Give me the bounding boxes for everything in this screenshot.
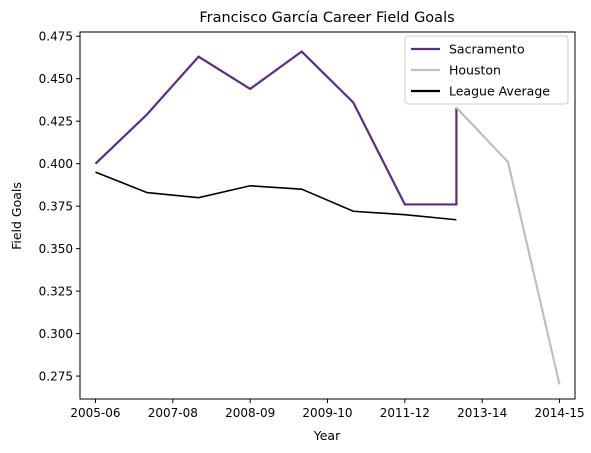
series-line-league-average <box>95 171 457 221</box>
y-tick-label: 0.375 <box>39 199 73 213</box>
x-tick-label: 2009-10 <box>302 406 352 420</box>
x-tick-label: 2008-09 <box>225 406 275 420</box>
series-layer <box>94 50 561 385</box>
chart-title: Francisco García Career Field Goals <box>199 10 454 26</box>
y-tick-label: 0.475 <box>39 30 73 44</box>
axes-layer: 2005-06 2007-08 2008-09 2009-10 2011-12 2013-… <box>39 30 585 420</box>
x-tick-label: 2007-08 <box>148 406 198 420</box>
y-tick-label: 0.450 <box>39 72 73 86</box>
legend-label-league-average: League Average <box>449 84 550 99</box>
y-tick-label: 0.275 <box>39 369 73 383</box>
series-line-sacramento <box>94 50 458 206</box>
y-tick-label: 0.400 <box>39 157 73 171</box>
x-tick-label: 2014-15 <box>534 406 584 420</box>
y-tick-label: 0.325 <box>39 284 73 298</box>
legend-label-sacramento: Sacramento <box>449 42 525 57</box>
legend: Sacramento Houston League Average <box>404 35 569 105</box>
series-line-houston <box>455 106 561 385</box>
y-tick-label: 0.425 <box>39 115 73 129</box>
x-tick-label: 2005-06 <box>70 406 120 420</box>
y-axis-label: Field Goals <box>9 182 24 250</box>
legend-frame <box>404 35 569 105</box>
y-tick-label: 0.350 <box>39 242 73 256</box>
x-axis-label: Year <box>313 428 341 443</box>
x-tick-label: 2011-12 <box>380 406 430 420</box>
legend-label-houston: Houston <box>449 63 501 78</box>
x-tick-label: 2013-14 <box>457 406 507 420</box>
y-tick-label: 0.300 <box>39 327 73 341</box>
